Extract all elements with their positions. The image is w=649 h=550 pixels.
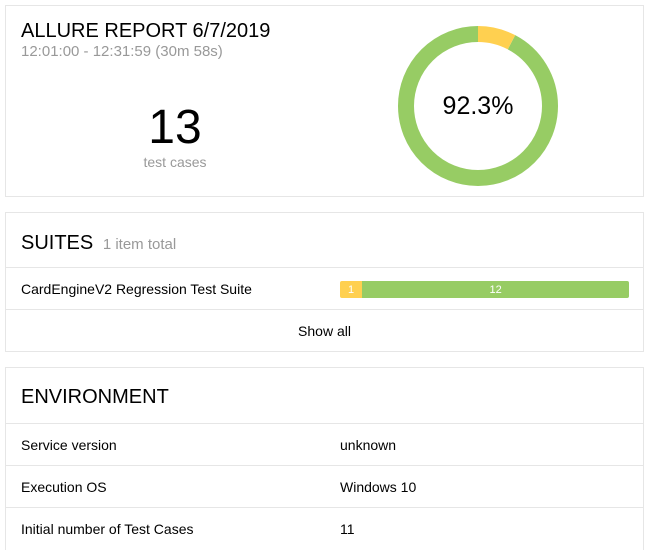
env-row: Service version unknown — [6, 423, 643, 465]
test-case-count: 13 — [148, 101, 202, 154]
env-row: Initial number of Test Cases 11 — [6, 507, 643, 549]
summary-widget: ALLURE REPORT 6/7/2019 12:01:00 - 12:31:… — [5, 5, 644, 197]
suites-header: SUITES 1 item total — [6, 213, 643, 268]
environment-widget: ENVIRONMENT Service version unknown Exec… — [5, 367, 644, 550]
test-case-count-block: 13 test cases — [100, 101, 250, 171]
suite-status-bar[interactable]: 1 12 — [340, 281, 629, 298]
report-title: ALLURE REPORT 6/7/2019 — [21, 20, 271, 42]
success-rate-donut-chart[interactable] — [398, 26, 558, 186]
report-time-range: 12:01:00 - 12:31:59 (30m 58s) — [21, 43, 223, 60]
show-all-link[interactable]: Show all — [298, 323, 351, 339]
env-value: unknown — [340, 437, 397, 453]
suite-name: CardEngineV2 Regression Test Suite — [21, 281, 252, 297]
bar-segment-passed[interactable]: 12 — [362, 281, 629, 298]
env-key: Service version — [21, 437, 117, 453]
env-key: Initial number of Test Cases — [21, 521, 194, 537]
suites-title: SUITES — [21, 232, 94, 254]
suites-item-count: 1 item total — [102, 236, 177, 253]
suites-widget: SUITES 1 item total CardEngineV2 Regress… — [5, 212, 644, 352]
test-case-count-label: test cases — [143, 154, 207, 170]
success-rate-label: 92.3% — [442, 91, 514, 120]
suite-row[interactable]: CardEngineV2 Regression Test Suite 1 12 — [6, 268, 643, 310]
bar-segment-broken[interactable]: 1 — [340, 281, 363, 298]
env-value: Windows 10 — [340, 479, 417, 495]
donut-segment-broken[interactable] — [398, 26, 558, 186]
env-value: 11 — [340, 521, 355, 537]
env-row: Execution OS Windows 10 — [6, 465, 643, 507]
env-key: Execution OS — [21, 479, 107, 495]
suites-title-line: SUITES 1 item total — [21, 232, 176, 255]
environment-title: ENVIRONMENT — [21, 386, 169, 408]
